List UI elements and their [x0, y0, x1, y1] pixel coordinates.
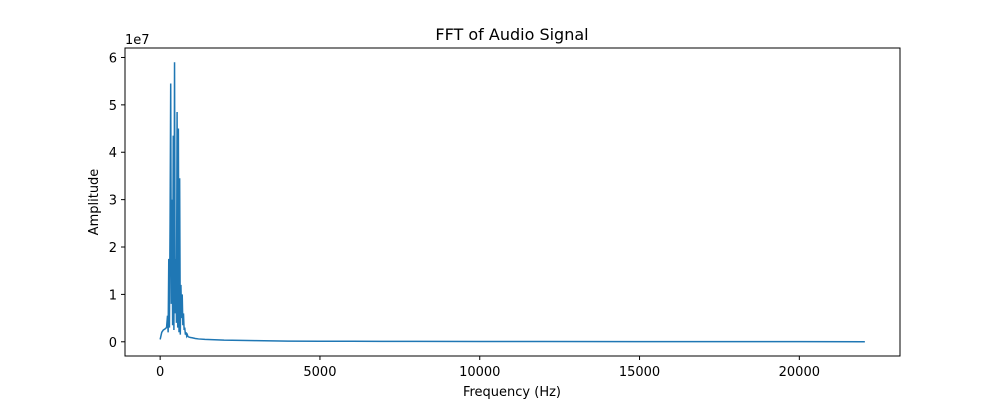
y-tick-label: 6 [109, 51, 117, 66]
x-tick-label: 5000 [303, 365, 336, 380]
y-axis-ticks: 0 1 2 3 4 5 6 [109, 51, 125, 351]
x-tick-label: 10000 [459, 365, 500, 380]
y-axis-label: Amplitude [87, 169, 102, 236]
y-tick-label: 0 [109, 336, 117, 351]
y-scale-label: 1e7 [125, 33, 150, 48]
plot-frame [124, 47, 901, 357]
y-tick-label: 3 [109, 194, 117, 209]
y-tick-label: 5 [109, 99, 117, 114]
x-axis-label: Frequency (Hz) [463, 385, 561, 400]
chart-title: FFT of Audio Signal [435, 25, 588, 44]
x-tick-label: 15000 [619, 365, 660, 380]
x-tick-label: 0 [156, 365, 164, 380]
y-tick-label: 2 [109, 241, 117, 256]
y-tick-label: 1 [109, 288, 117, 303]
plot-area [159, 62, 865, 343]
x-tick-label: 20000 [779, 365, 820, 380]
y-tick-label: 4 [109, 146, 117, 161]
x-axis-ticks: 0 5000 10000 15000 20000 [156, 356, 820, 380]
fft-series-line [159, 62, 865, 343]
